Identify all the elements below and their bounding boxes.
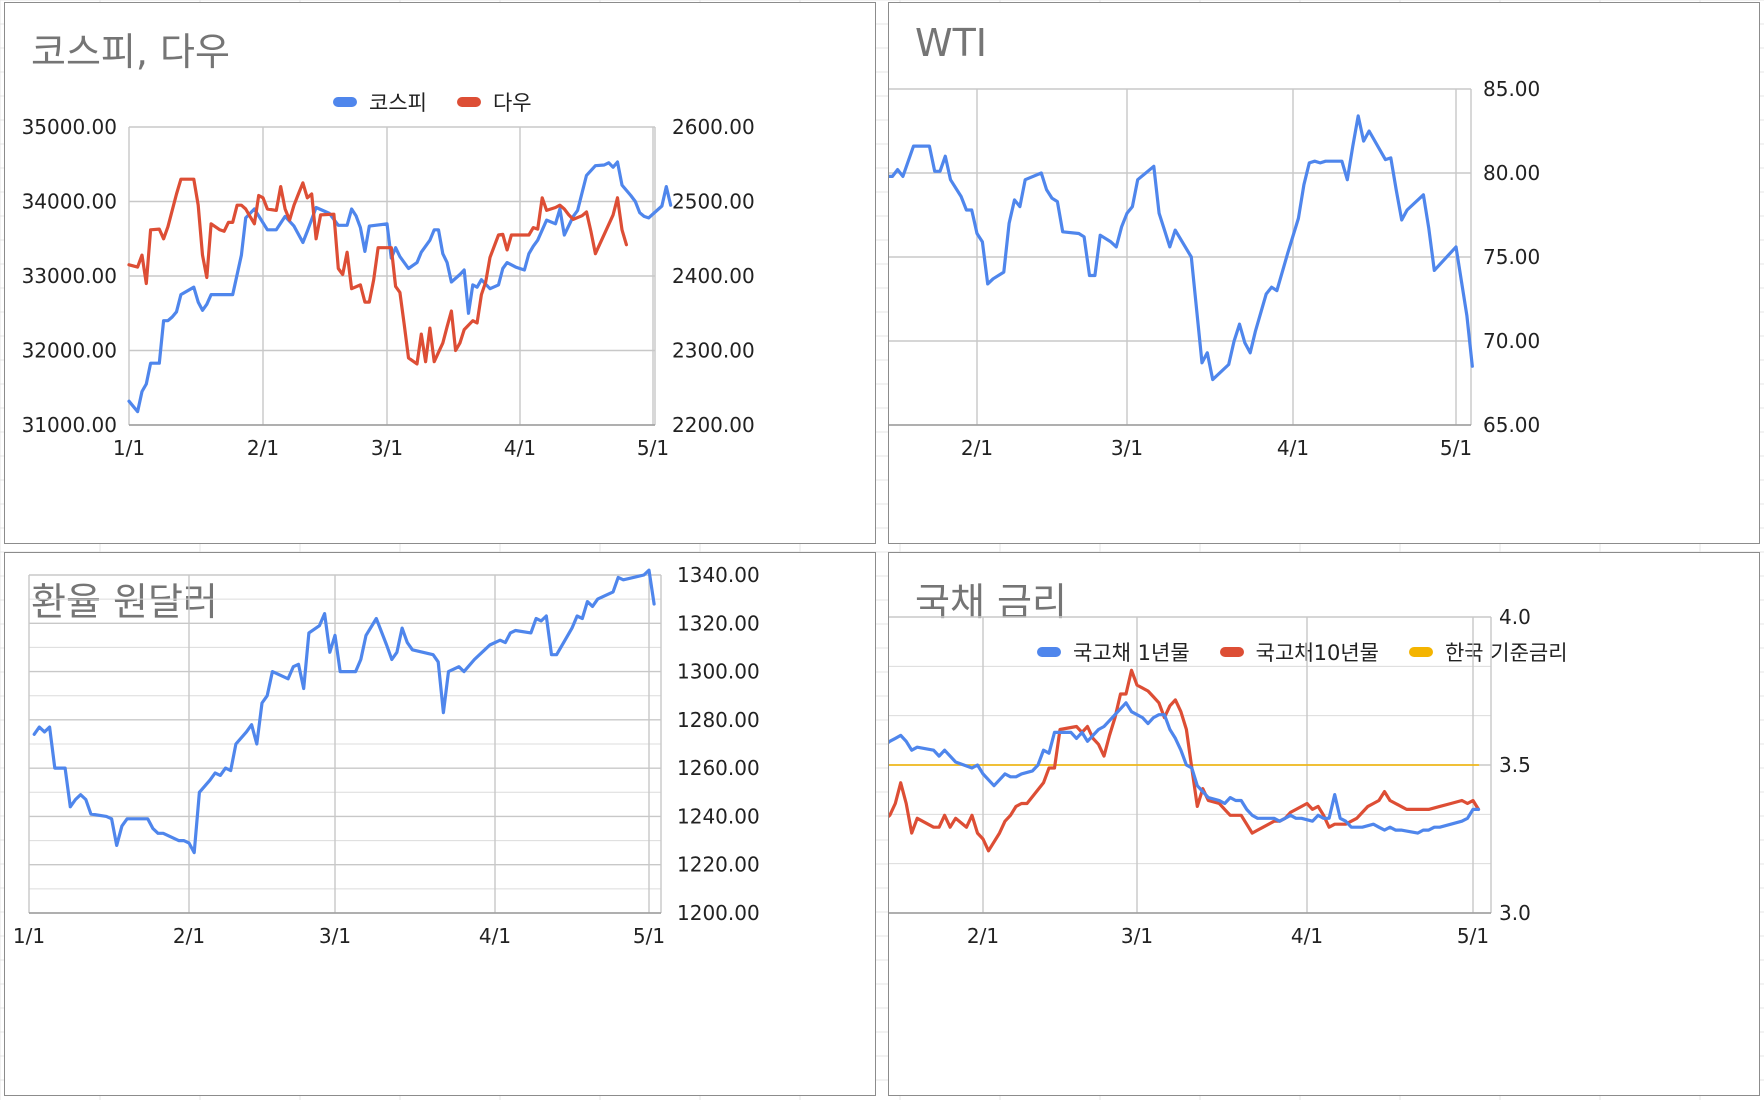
legend-item-10y[interactable]: 국고채10년물 — [1219, 637, 1379, 667]
x-tick-label: 1/1 — [113, 436, 145, 460]
y-tick-label-right: 1300.00 — [677, 660, 760, 684]
series-line-국고채10년물 — [889, 668, 1481, 853]
series-line-코스피 — [127, 160, 673, 414]
y-tick-label-right: 1320.00 — [677, 611, 760, 635]
y-tick-label-right: 1240.00 — [677, 804, 760, 828]
y-tick-label-right: 2600.00 — [672, 115, 755, 139]
x-tick-label: 4/1 — [479, 924, 511, 948]
x-tick-label: 2/1 — [173, 924, 205, 948]
series-line-한국-기준금리 — [889, 764, 1480, 766]
legend-item-base-rate[interactable]: 한국 기준금리 — [1408, 637, 1568, 667]
chart-plot-krw-usd: 1/1 2/1 3/1 4/1 5/1 1200.00 1220.00 1240.00 1260… — [13, 563, 760, 948]
y-tick-label-left: 33000.00 — [22, 264, 117, 288]
x-tick-label: 4/1 — [1291, 924, 1323, 948]
legend-label-1y: 국고채 1년물 — [1073, 641, 1190, 665]
y-tick-label-right: 1280.00 — [677, 708, 760, 732]
y-tick-label-left: 32000.00 — [22, 339, 117, 363]
x-tick-label: 5/1 — [633, 924, 665, 948]
x-tick-label: 5/1 — [1440, 436, 1472, 460]
y-tick-label-left: 34000.00 — [22, 190, 117, 214]
y-tick-label-right: 1220.00 — [677, 853, 760, 877]
y-tick-label-left: 35000.00 — [22, 115, 117, 139]
chart-panel-bond-yield[interactable]: 국채 금리 국고채 1년물 국고채10년물 한국 기준금리 1/12/13/14… — [888, 552, 1760, 1096]
y-tick-label-right: 4.0 — [1499, 605, 1531, 629]
chart-plot-bond-yield: 1/12/13/14/15/13.03.54.0 — [889, 605, 1531, 948]
y-tick-label-right: 2500.00 — [672, 190, 755, 214]
y-tick-label-right: 80.00 — [1483, 161, 1540, 185]
x-tick-label: 1/1 — [13, 924, 45, 948]
x-tick-label: 4/1 — [504, 436, 536, 460]
y-tick-label-right: 1200.00 — [677, 901, 760, 925]
x-tick-label: 4/1 — [1277, 436, 1309, 460]
chart-title: WTI — [915, 21, 987, 65]
chart-panel-kospi-dow[interactable]: 코스피, 다우 코스피 다우 1/1 2/1 3/1 4/1 5/1 2200.00 230… — [4, 2, 876, 544]
y-tick-label-right: 3.5 — [1499, 753, 1531, 777]
legend-label-kospi: 코스피 — [369, 91, 427, 115]
legend-label-dow: 다우 — [492, 91, 532, 115]
y-tick-label-right: 70.00 — [1483, 329, 1540, 353]
chart-legend: 국고채 1년물 국고채10년물 한국 기준금리 — [1037, 637, 1568, 667]
legend-swatch-base-rate — [1408, 647, 1433, 657]
y-tick-label-right: 1340.00 — [677, 563, 760, 587]
legend-swatch-10y — [1219, 647, 1244, 657]
chart-legend: 코스피 다우 — [333, 87, 532, 117]
y-tick-label-right: 2200.00 — [672, 413, 755, 437]
y-tick-label-right: 2400.00 — [672, 264, 755, 288]
x-tick-label: 5/1 — [637, 436, 669, 460]
y-tick-label-left: 31000.00 — [22, 413, 117, 437]
legend-item-kospi[interactable]: 코스피 — [333, 87, 427, 117]
x-tick-label: 3/1 — [1111, 436, 1143, 460]
series-line-main — [889, 114, 1474, 382]
x-tick-label: 5/1 — [1457, 924, 1489, 948]
grid-lines — [128, 126, 656, 426]
legend-item-dow[interactable]: 다우 — [456, 87, 532, 117]
x-tick-label: 2/1 — [247, 436, 279, 460]
legend-item-1y[interactable]: 국고채 1년물 — [1037, 637, 1190, 667]
legend-swatch-kospi — [333, 97, 357, 107]
legend-swatch-dow — [456, 97, 481, 107]
x-tick-label: 2/1 — [961, 436, 993, 460]
series-line-국고채-1년물 — [889, 701, 1481, 835]
y-tick-label-right: 2300.00 — [672, 339, 755, 363]
x-tick-label: 3/1 — [319, 924, 351, 948]
y-tick-label-right: 3.0 — [1499, 901, 1531, 925]
grid-lines — [28, 574, 662, 914]
legend-label-10y: 국고채10년물 — [1255, 641, 1379, 665]
x-tick-label: 2/1 — [967, 924, 999, 948]
y-tick-label-right: 75.00 — [1483, 245, 1540, 269]
series-line-다우 — [127, 177, 629, 366]
x-tick-label: 3/1 — [371, 436, 403, 460]
grid-lines — [889, 88, 1472, 426]
series-line-main — [32, 568, 656, 855]
y-tick-label-right: 65.00 — [1483, 413, 1540, 437]
legend-label-base-rate: 한국 기준금리 — [1444, 641, 1568, 665]
y-tick-label-right: 85.00 — [1483, 77, 1540, 101]
chart-panel-wti[interactable]: WTI 1/12/13/14/15/165.0070.0075.0080.008… — [888, 2, 1760, 544]
chart-title: 코스피, 다우 — [31, 30, 230, 74]
x-tick-label: 3/1 — [1121, 924, 1153, 948]
chart-panel-krw-usd[interactable]: 환율 원달러 1/1 2/1 3/1 4/1 5/1 1200.00 1220.00 1240… — [4, 552, 876, 1096]
y-tick-label-right: 1260.00 — [677, 756, 760, 780]
chart-title: 환율 원달러 — [31, 580, 218, 624]
legend-swatch-1y — [1037, 647, 1061, 657]
